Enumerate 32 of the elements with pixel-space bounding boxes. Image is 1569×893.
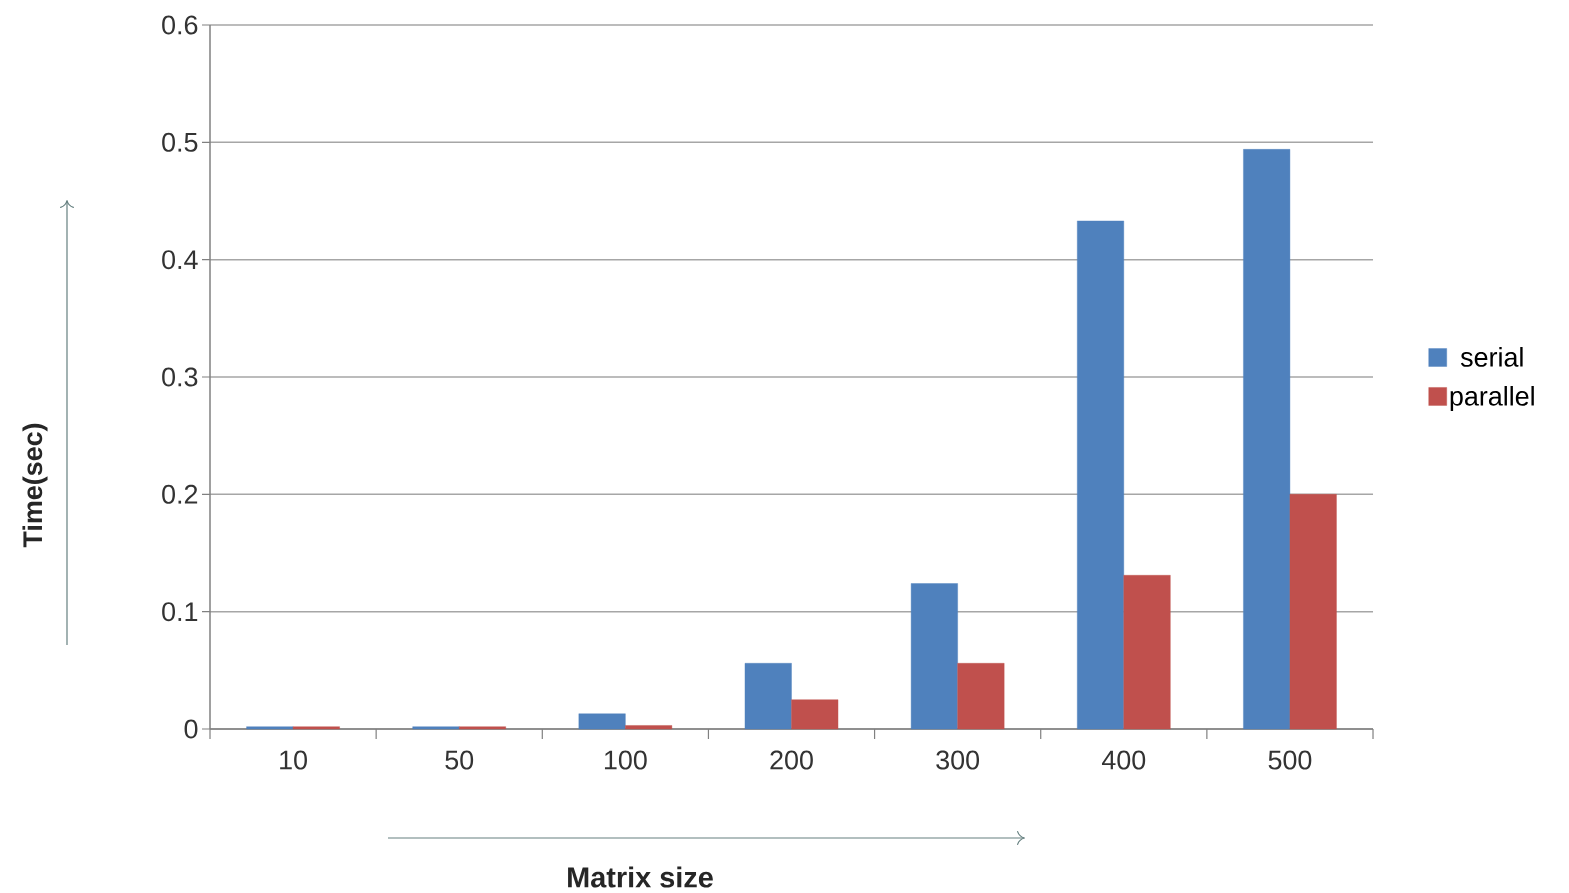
bar [1077,220,1124,730]
bar [625,725,673,730]
x-tick-label: 100 [604,750,647,770]
y-tick-label: 0.4 [162,250,198,270]
bar [910,583,958,730]
x-tick-label: 50 [445,750,474,770]
bar [578,713,626,730]
y-tick-label: 0.1 [162,602,198,622]
y-tick-label: 0.5 [162,132,198,152]
x-tick-label: 400 [1101,750,1146,770]
y-tick-label: 0 [184,719,198,739]
bar [1243,149,1291,730]
legend-label: serial [1460,347,1523,367]
bar [1289,494,1337,730]
x-axis-title: Matrix size [568,866,713,888]
bar [744,663,792,730]
bar [1123,575,1171,730]
x-tick-label: 10 [280,750,307,770]
bar [292,726,340,730]
bar [412,726,460,730]
bar [246,726,294,730]
x-tick-label: 500 [1268,750,1312,770]
x-tick-label: 300 [936,750,980,770]
bar [791,699,839,730]
y-axis-title: Time(sec) [22,423,48,548]
bar [957,663,1005,730]
legend-label: parallel [1450,385,1534,412]
y-tick-label: 0.2 [162,484,198,504]
bar [459,726,506,730]
y-tick-label: 0.6 [162,15,198,35]
y-tick-label: 0.3 [162,367,198,387]
x-tick-label: 200 [770,750,813,770]
